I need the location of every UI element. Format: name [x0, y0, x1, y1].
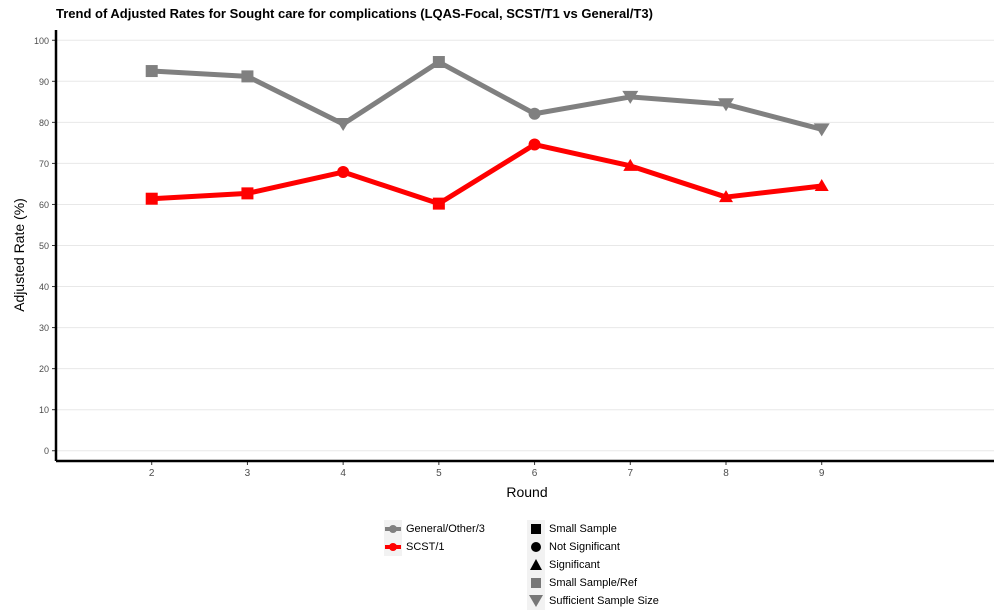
axes: [52, 30, 994, 465]
data-point: [528, 138, 541, 151]
y-tick-label: 50: [39, 241, 49, 251]
legend-item-general: General/Other/3: [384, 520, 485, 538]
data-point: [432, 197, 445, 210]
data-point: [337, 166, 350, 179]
data-point: [241, 70, 254, 83]
shape-legend-significant: Significant: [527, 556, 659, 574]
shape-legend-not-significant: Not Significant: [527, 538, 659, 556]
series-line-1: [149, 142, 825, 207]
y-tick-label: 70: [39, 159, 49, 169]
data-point: [814, 178, 829, 191]
y-tick-label: 0: [44, 446, 49, 456]
shape-label-not-significant: Not Significant: [549, 541, 620, 553]
x-tick-label: 7: [628, 468, 634, 479]
square-marker-icon: [527, 520, 545, 538]
triangle-marker-icon: [527, 556, 545, 574]
legend-dot-gray: [389, 525, 397, 533]
y-tick-label: 90: [39, 77, 49, 87]
circle-marker-icon: [527, 538, 545, 556]
x-tick-label: 9: [819, 468, 825, 479]
data-point: [718, 98, 734, 112]
series-line-0: [149, 59, 825, 132]
data-point: [528, 107, 541, 120]
y-tick-label: 60: [39, 200, 49, 210]
y-tick-label: 100: [34, 36, 49, 46]
x-tick-label: 8: [723, 468, 729, 479]
data-point: [719, 190, 733, 203]
y-tick-label: 80: [39, 118, 49, 128]
legend-label-general: General/Other/3: [406, 523, 485, 535]
shape-label-sufficient-sample: Sufficient Sample Size: [549, 595, 659, 607]
shape-legend-small-sample-ref: Small Sample/Ref: [527, 574, 659, 592]
series-lines: [149, 59, 825, 207]
y-tick-label: 20: [39, 364, 49, 374]
y-tick-label: 30: [39, 323, 49, 333]
x-tick-label: 4: [340, 468, 346, 479]
series-legend: General/Other/3 SCST/1: [384, 520, 485, 556]
gray-square-marker-icon: [527, 574, 545, 592]
x-tick-label: 6: [532, 468, 538, 479]
x-tick-label: 5: [436, 468, 442, 479]
legend-label-scst: SCST/1: [406, 541, 445, 553]
data-point: [432, 56, 445, 69]
shape-legend-small-sample: Small Sample: [527, 520, 659, 538]
shape-label-significant: Significant: [549, 559, 600, 571]
data-point: [623, 158, 638, 171]
y-axis-label: Adjusted Rate (%): [11, 198, 27, 312]
triangle-down-marker-icon: [527, 592, 545, 610]
legend-item-scst: SCST/1: [384, 538, 485, 556]
data-point: [241, 187, 254, 200]
data-point: [622, 90, 639, 104]
shape-legend-sufficient-sample: Sufficient Sample Size: [527, 592, 659, 610]
data-point: [145, 65, 158, 78]
data-point: [145, 192, 158, 205]
shape-label-small-sample: Small Sample: [549, 523, 617, 535]
x-axis-label: Round: [506, 484, 547, 500]
legend-dot-red: [389, 543, 397, 551]
chart-title: Trend of Adjusted Rates for Sought care …: [56, 6, 653, 21]
data-point: [335, 117, 352, 131]
shape-label-small-sample-ref: Small Sample/Ref: [549, 577, 638, 589]
legend-key-scst: [384, 538, 402, 556]
y-tick-label: 10: [39, 405, 49, 415]
x-tick-label: 3: [245, 468, 251, 479]
x-tick-label: 2: [149, 468, 155, 479]
legend-key-general: [384, 520, 402, 538]
shape-legend: Small Sample Not Significant Significant…: [527, 520, 659, 610]
y-tick-label: 40: [39, 282, 49, 292]
data-markers: [145, 56, 830, 210]
tick-labels: 0 10 20 30 40 50 60 70 80 90 100 2 3 4 5 6 7 8 9: [34, 36, 825, 479]
gridlines: [56, 39, 994, 452]
data-point: [813, 123, 830, 137]
